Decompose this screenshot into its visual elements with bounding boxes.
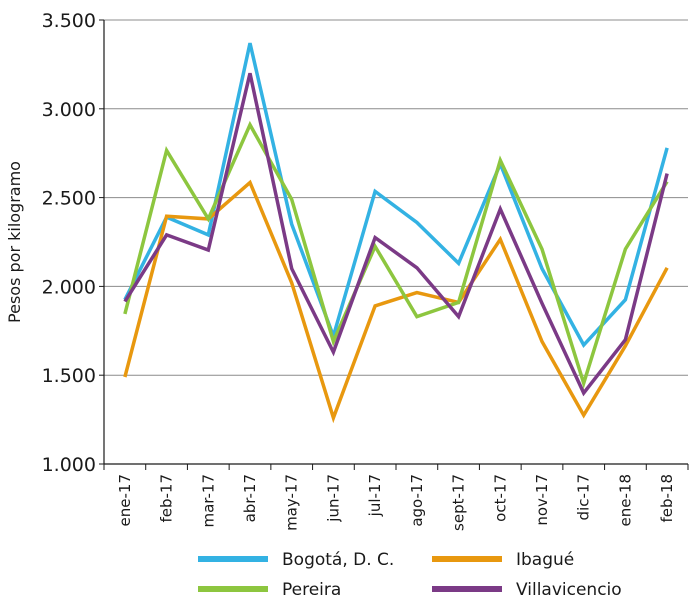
gridlines <box>104 19 688 376</box>
x-tick-label: feb-17 <box>158 474 176 523</box>
x-tick-label: may-17 <box>283 474 301 531</box>
legend-label: Villavicencio <box>516 580 622 600</box>
legend-label: Pereira <box>282 580 341 600</box>
y-tick-label: 1.000 <box>42 454 96 476</box>
series-line-villavicencio <box>123 72 669 397</box>
y-tick-label: 3.000 <box>42 99 96 121</box>
y-tick-label: 2.000 <box>42 276 96 298</box>
x-tick-label: oct-17 <box>491 474 509 522</box>
x-tick-label: ago-17 <box>408 474 426 527</box>
y-tick-label: 3.500 <box>42 10 96 32</box>
y-tick-label: 1.500 <box>42 365 96 387</box>
y-axis-label: Pesos por kilogramo <box>5 161 24 323</box>
y-tick-label: 2.500 <box>42 188 96 210</box>
x-tick-label: abr-17 <box>241 474 259 522</box>
x-tick-labels: ene-17 feb-17 mar-17 abr-17 may-17 jun-17 jul-… <box>116 474 676 531</box>
x-tick-label: mar-17 <box>199 474 217 528</box>
series-lines <box>123 42 669 424</box>
x-tick-label: ene-18 <box>616 474 634 526</box>
x-tick-label: nov-17 <box>533 474 551 526</box>
axes <box>99 19 689 470</box>
x-tick-label: dic-17 <box>575 474 593 520</box>
x-tick-label: jul-17 <box>366 474 384 517</box>
x-tick-label: feb-18 <box>658 474 676 523</box>
x-tick-label: sept-17 <box>450 474 468 531</box>
legend-label: Ibagué <box>516 550 574 570</box>
y-tick-labels: 1.000 1.500 2.000 2.500 3.000 3.500 <box>42 10 96 476</box>
x-tick-label: jun-17 <box>324 474 342 523</box>
series-line-pereira <box>123 120 669 390</box>
series-line-ibague <box>123 179 669 424</box>
legend: Bogotá, D. C. Ibagué Pereira Villavicencio <box>198 550 622 600</box>
x-tick-label: ene-17 <box>116 474 134 526</box>
legend-label: Bogotá, D. C. <box>282 550 394 570</box>
